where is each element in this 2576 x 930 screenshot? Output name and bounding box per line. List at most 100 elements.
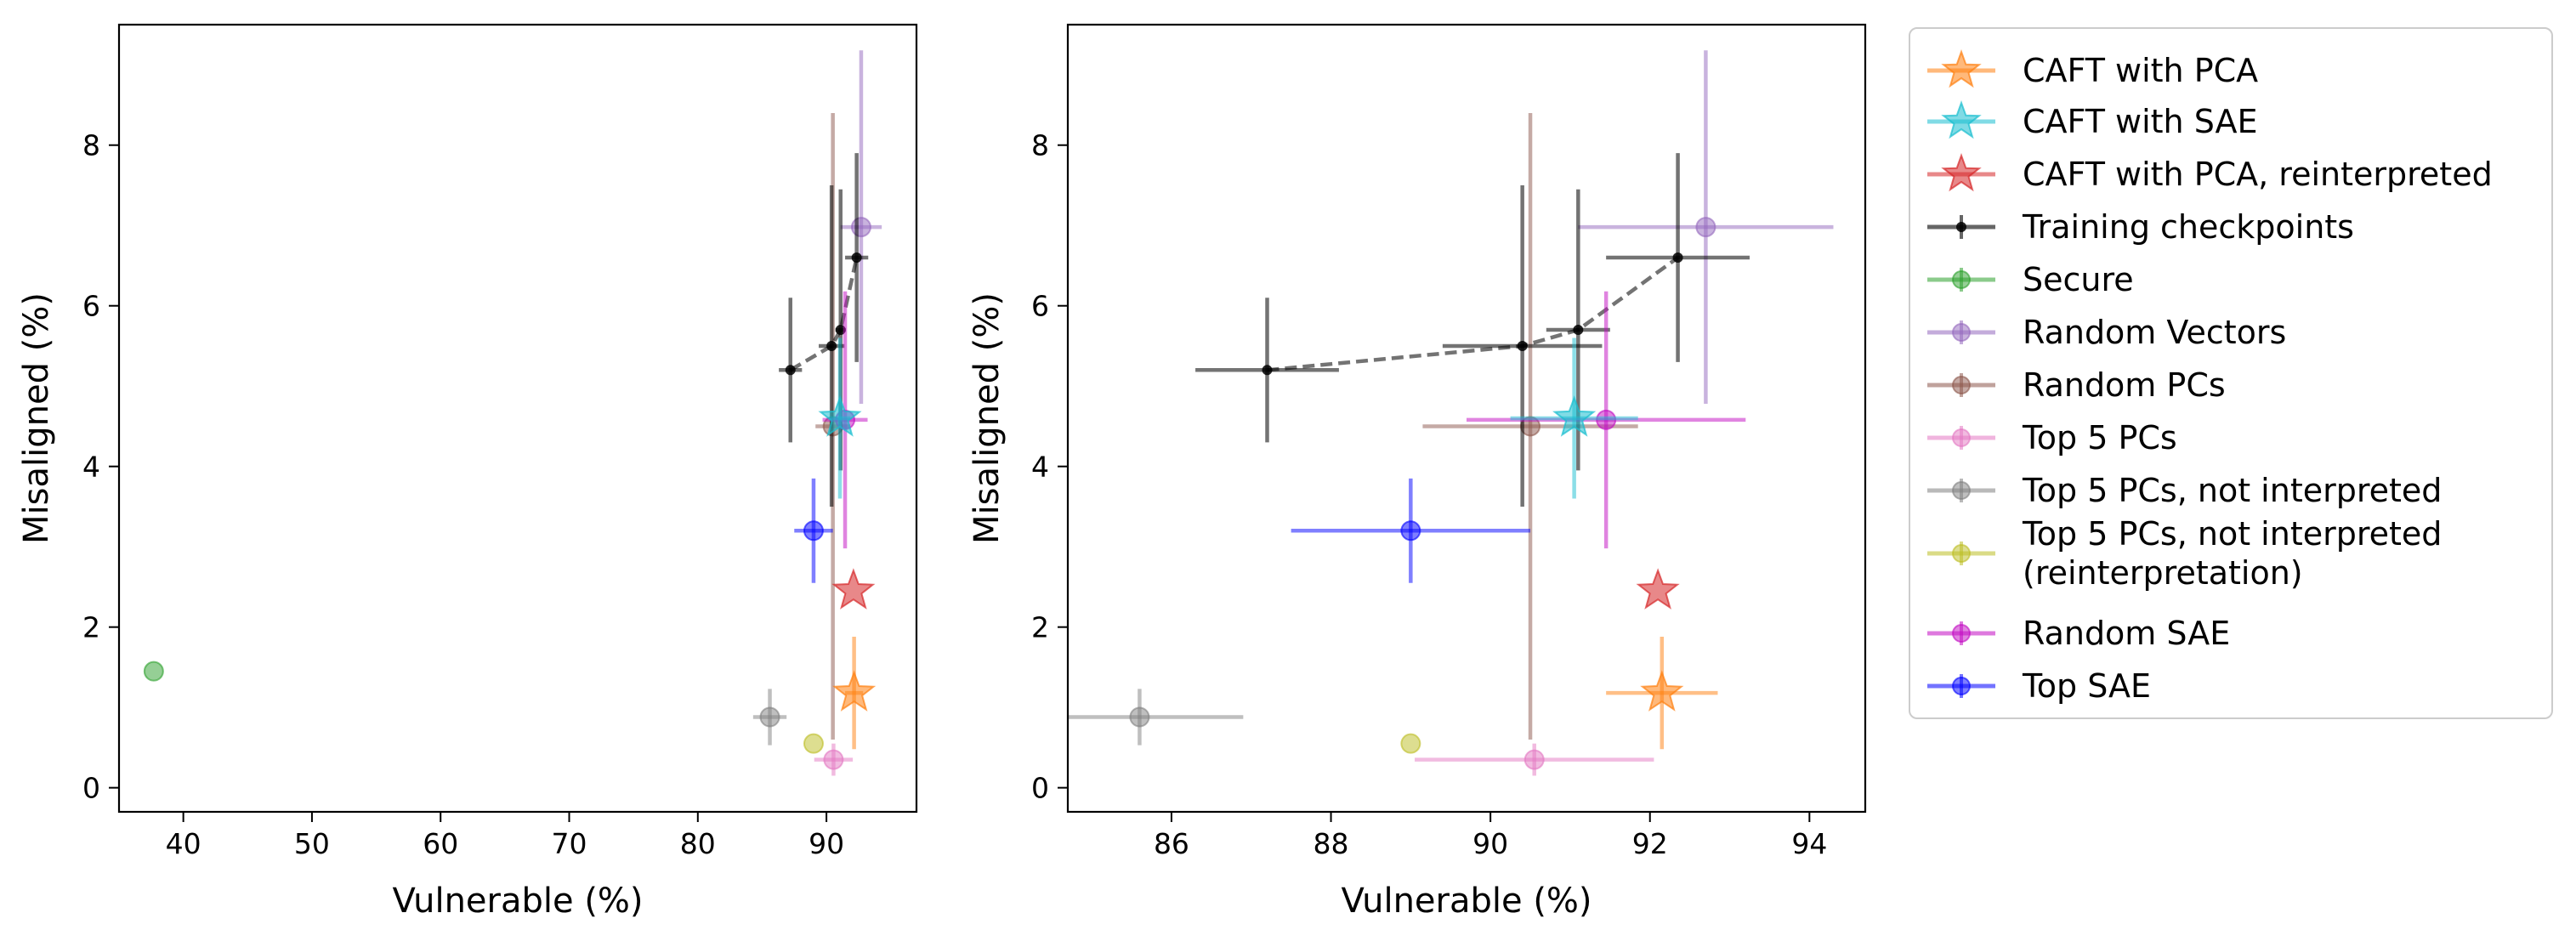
right-x-tick-label: 88 xyxy=(1314,827,1349,860)
left-top-5-pcs-not-interpreted-series xyxy=(752,689,787,746)
left-secure-point xyxy=(143,661,164,682)
left-top-5-pcs-not-interpreted-reinterpretation-series xyxy=(803,733,824,754)
left-x-tick-label: 50 xyxy=(294,827,330,860)
legend-random-pcs-label: Random PCs xyxy=(2023,366,2226,404)
right-training-checkpoints-series xyxy=(1195,153,1750,507)
legend-top-5-pcs-not-interpreted-reinterpretation-label-line: (reinterpretation) xyxy=(2023,554,2303,592)
legend-top-5-pcs-label: Top 5 PCs xyxy=(2022,419,2177,456)
right-y-tick-label: 0 xyxy=(1031,772,1049,805)
right-top-5-pcs-not-interpreted-series xyxy=(1068,689,1244,746)
legend-training-checkpoints-marker xyxy=(1956,222,1966,232)
right-training-checkpoints-point xyxy=(1517,340,1528,351)
legend-secure-label: Secure xyxy=(2023,261,2134,298)
left-top-5-pcs-point xyxy=(823,749,844,770)
legend-top-5-pcs-not-interpreted: Top 5 PCs, not interpreted xyxy=(1927,472,2442,509)
right-x-axis-label: Vulnerable (%) xyxy=(1341,882,1592,921)
right-training-checkpoints-point xyxy=(1262,365,1273,376)
right-panel-marks xyxy=(1068,50,1834,776)
right-caft-with-pca-reinterpreted-series xyxy=(1636,568,1680,610)
left-top-5-pcs-series xyxy=(814,743,854,776)
right-top-5-pcs-not-interpreted-point xyxy=(1129,706,1150,728)
right-panel: 86 88 90 92 94 0 2 4 6 8 Vulnerable (%) Misaligne… xyxy=(967,23,1867,921)
legend-top-5-pcs: Top 5 PCs xyxy=(1927,419,2177,456)
legend-caft-with-pca-reinterpreted-marker xyxy=(1941,153,1982,192)
left-x-tick-label: 70 xyxy=(552,827,587,860)
left-caft-with-pca-point xyxy=(832,670,877,712)
right-training-checkpoints-point xyxy=(1672,252,1683,264)
right-top-5-pcs-not-interpreted-reinterpretation-series xyxy=(1400,733,1421,754)
legend-caft-with-pca-reinterpreted-label: CAFT with PCA, reinterpreted xyxy=(2023,156,2493,193)
legend-top-5-pcs-not-interpreted-label: Top 5 PCs, not interpreted xyxy=(2022,472,2442,509)
right-top-5-pcs-not-interpreted-reinterpretation-point xyxy=(1400,733,1421,754)
legend-top-sae-label: Top SAE xyxy=(2022,667,2151,705)
right-top-5-pcs-series xyxy=(1415,743,1654,776)
legend-caft-with-pca-label: CAFT with PCA xyxy=(2023,52,2258,89)
right-x-tick-label: 92 xyxy=(1632,827,1668,860)
left-panel-frame xyxy=(117,23,918,814)
right-x-tick-label: 94 xyxy=(1791,827,1827,860)
legend-random-vectors: Random Vectors xyxy=(1927,314,2286,351)
right-panel-ticks: 86 88 90 92 94 0 2 4 6 8 xyxy=(1031,129,1827,860)
right-caft-with-sae-point xyxy=(1552,395,1597,437)
legend-top-5-pcs-not-interpreted-reinterpretation-label-line: Top 5 PCs, not interpreted xyxy=(2022,515,2442,553)
legend-top-5-pcs-not-interpreted-reinterpretation: Top 5 PCs, not interpreted (reinterpretat… xyxy=(1927,515,2442,592)
left-panel-marks xyxy=(143,50,882,776)
right-caft-with-pca-reinterpreted-point xyxy=(1636,568,1680,610)
right-top-sae-series xyxy=(1291,478,1531,583)
left-training-checkpoints-point xyxy=(785,365,796,376)
left-training-checkpoints-point xyxy=(851,252,862,264)
right-top-5-pcs-point xyxy=(1523,749,1545,770)
legend-random-vectors-label: Random Vectors xyxy=(2023,314,2286,351)
right-y-tick-label: 8 xyxy=(1031,129,1049,162)
legend-caft-with-sae-label: CAFT with SAE xyxy=(2023,103,2258,140)
left-caft-with-pca-series xyxy=(832,637,877,750)
left-caft-with-pca-reinterpreted-series xyxy=(831,568,876,610)
left-secure-series xyxy=(143,661,164,682)
left-x-tick-label: 60 xyxy=(423,827,458,860)
left-x-tick-label: 40 xyxy=(166,827,201,860)
left-panel: 40 50 60 70 80 90 0 2 4 6 8 Vulnerable (%) Misalig… xyxy=(17,23,918,921)
left-y-tick-label: 6 xyxy=(82,290,100,323)
left-y-tick-label: 4 xyxy=(82,451,100,484)
legend-random-sae-marker xyxy=(1952,624,1971,643)
left-top-5-pcs-not-interpreted-reinterpretation-point xyxy=(803,733,824,754)
legend-top-sae: Top SAE xyxy=(1927,667,2151,705)
right-training-checkpoints-point xyxy=(1573,325,1584,336)
legend-random-vectors-marker xyxy=(1952,323,1971,342)
left-top-sae-point xyxy=(803,520,824,542)
right-y-tick-label: 2 xyxy=(1031,611,1049,644)
left-caft-with-sae-series xyxy=(818,337,862,499)
left-y-tick-label: 0 xyxy=(82,772,100,805)
right-top-sae-point xyxy=(1400,520,1421,542)
left-caft-with-pca-reinterpreted-point xyxy=(831,568,876,610)
left-training-checkpoints-point xyxy=(826,340,837,351)
left-y-tick-label: 8 xyxy=(82,129,100,162)
right-random-vectors-point xyxy=(1695,217,1716,238)
legend: CAFT with PCA CAFT with SAE CAFT with PCA,… xyxy=(1909,27,2553,719)
left-x-tick-label: 80 xyxy=(680,827,716,860)
legend-caft-with-pca-marker xyxy=(1941,49,1982,88)
legend-secure: Secure xyxy=(1927,261,2134,298)
left-y-tick-label: 2 xyxy=(82,611,100,644)
right-caft-with-pca-point xyxy=(1640,670,1684,712)
legend-box xyxy=(1909,27,2553,719)
legend-training-checkpoints-label: Training checkpoints xyxy=(2022,208,2354,246)
right-caft-with-pca-series xyxy=(1606,637,1718,750)
left-panel-ticks: 40 50 60 70 80 90 0 2 4 6 8 xyxy=(82,129,844,860)
legend-random-sae-label: Random SAE xyxy=(2023,615,2230,652)
right-y-tick-label: 4 xyxy=(1031,451,1049,484)
legend-caft-with-pca: CAFT with PCA xyxy=(1927,49,2258,89)
right-x-tick-label: 86 xyxy=(1154,827,1189,860)
legend-top-5-pcs-not-interpreted-reinterpretation-marker xyxy=(1952,544,1971,563)
left-y-axis-label: Misaligned (%) xyxy=(17,292,56,544)
left-top-sae-series xyxy=(794,478,833,583)
legend-random-sae: Random SAE xyxy=(1927,615,2230,652)
right-caft-with-sae-series xyxy=(1510,337,1638,499)
legend-caft-with-pca-reinterpreted: CAFT with PCA, reinterpreted xyxy=(1927,153,2493,193)
right-random-vectors-series xyxy=(1578,50,1834,404)
legend-caft-with-sae: CAFT with SAE xyxy=(1927,100,2258,140)
left-training-checkpoints-point xyxy=(835,325,846,336)
legend-random-pcs-marker xyxy=(1952,376,1971,394)
legend-random-pcs: Random PCs xyxy=(1927,366,2226,404)
